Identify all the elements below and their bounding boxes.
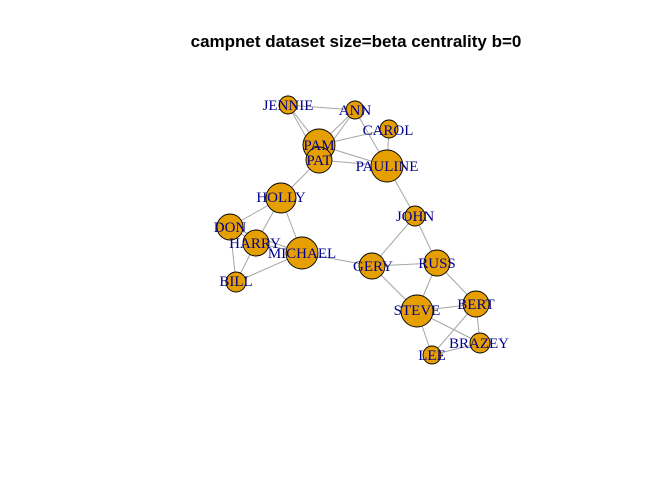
edge-jennie-ann	[287, 104, 356, 111]
node-label-carol: CAROL	[363, 123, 414, 139]
node-label-russ: RUSS	[418, 256, 456, 272]
node-label-michael: MICHAEL	[268, 246, 336, 262]
node-label-jennie: JENNIE	[263, 98, 314, 114]
node-label-gery: GERY	[353, 259, 393, 275]
node-gery	[358, 252, 386, 280]
node-label-brazey: BRAZEY	[449, 336, 509, 352]
node-carol	[379, 119, 399, 139]
node-holly	[265, 182, 297, 214]
node-jennie	[278, 95, 298, 115]
node-ann	[345, 100, 365, 120]
node-lee	[422, 345, 442, 365]
node-harry	[242, 229, 270, 257]
node-label-lee: LEE	[418, 348, 446, 364]
node-label-john: JOHN	[396, 209, 435, 225]
node-label-bill: BILL	[219, 274, 252, 290]
node-label-pauline: PAULINE	[356, 159, 419, 175]
edge-layer	[229, 104, 481, 356]
node-steve	[400, 294, 434, 328]
node-label-steve: STEVE	[394, 303, 441, 319]
node-label-don: DON	[214, 220, 247, 236]
node-pauline	[370, 149, 404, 183]
node-label-bert: BERT	[457, 297, 494, 313]
node-label-holly: HOLLY	[256, 190, 305, 206]
node-pat	[305, 146, 333, 174]
node-label-pam: PAM	[303, 138, 334, 154]
node-label-ann: ANN	[339, 103, 372, 119]
node-john	[404, 205, 426, 227]
node-brazey	[469, 332, 491, 354]
node-label-harry: HARRY	[229, 236, 281, 252]
node-bert	[462, 290, 490, 318]
node-michael	[285, 236, 319, 270]
node-label-pat: PAT	[306, 153, 331, 169]
node-russ	[423, 249, 451, 277]
node-don	[216, 213, 244, 241]
node-bill	[225, 271, 247, 293]
plot-title: campnet dataset size=beta centrality b=0	[191, 32, 522, 51]
node-layer	[216, 95, 491, 365]
